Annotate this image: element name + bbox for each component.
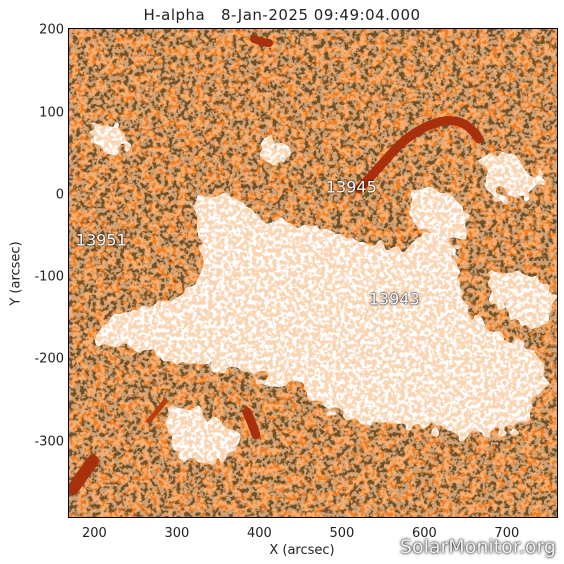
active-region-label: 13943 [368, 289, 420, 309]
y-tick-label: 200 [39, 22, 64, 38]
h-alpha-image [69, 29, 557, 517]
filaments [69, 35, 484, 495]
x-tick-label: 700 [494, 526, 520, 541]
y-tick-label: 100 [39, 105, 64, 121]
solar-image-frame[interactable] [68, 28, 558, 518]
solarmonitor-watermark: SolarMonitor.org [399, 536, 556, 558]
active-region-label: 13945 [325, 177, 377, 197]
y-tick-label: -200 [34, 351, 64, 367]
y-tick-label: -300 [34, 434, 64, 450]
x-tick-label: 600 [411, 526, 437, 541]
y-tick-label: 0 [55, 187, 64, 203]
plot-title: H-alpha 8-Jan-2025 09:49:04.000 [143, 6, 421, 24]
x-tick-label: 400 [246, 526, 272, 541]
x-tick-label: 300 [164, 526, 190, 541]
x-tick-label: 200 [81, 526, 107, 541]
active-region-label: 13951 [75, 230, 127, 250]
x-tick-label: 500 [329, 526, 355, 541]
y-axis-label: Y (arcsec) [8, 241, 24, 306]
y-tick-label: -100 [34, 269, 64, 285]
x-axis-label: X (arcsec) [269, 543, 335, 558]
